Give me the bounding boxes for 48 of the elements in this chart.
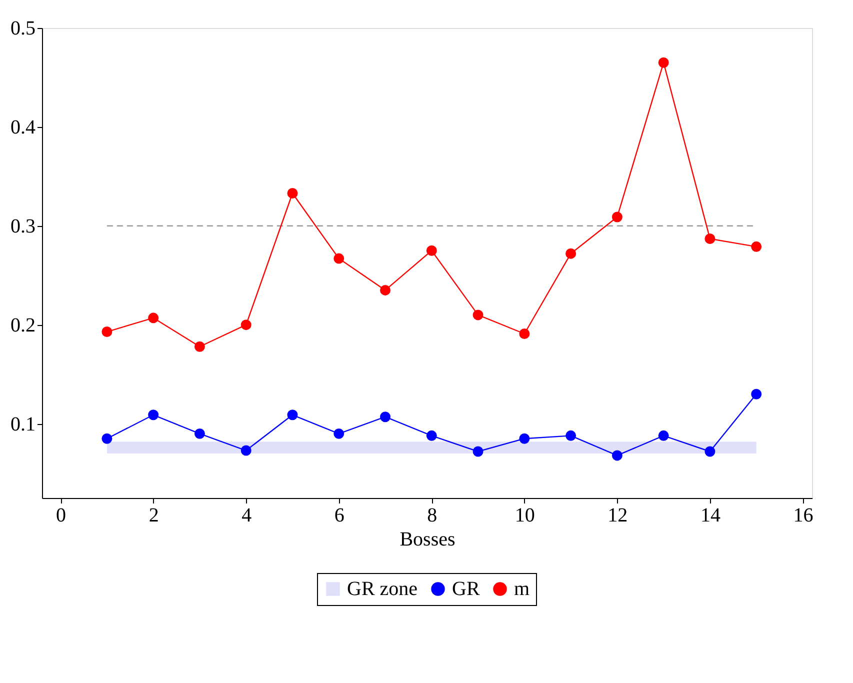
point	[751, 388, 762, 400]
x-tick-label: 8	[427, 504, 438, 526]
point	[102, 433, 112, 444]
point	[426, 430, 437, 441]
point	[566, 248, 576, 259]
point	[519, 328, 530, 339]
point	[519, 433, 530, 444]
x-axis-title: Bosses	[400, 528, 456, 550]
point	[566, 430, 576, 441]
point	[380, 412, 390, 422]
point	[658, 57, 669, 68]
point	[240, 320, 252, 330]
x-tick-label: 6	[334, 504, 344, 526]
point	[240, 445, 252, 456]
point	[287, 410, 298, 420]
point	[148, 410, 159, 420]
point	[612, 212, 622, 222]
point	[704, 446, 716, 457]
x-tick-label: 0	[56, 504, 66, 526]
point	[658, 430, 669, 441]
point	[334, 253, 344, 264]
y-tick-label: 0.1	[10, 413, 36, 436]
legend-label: m	[514, 578, 530, 600]
y-tick-label: 0.5	[10, 18, 36, 40]
point	[751, 241, 762, 252]
point	[472, 310, 484, 320]
point	[380, 284, 390, 296]
x-tick-label: 12	[608, 504, 628, 526]
x-tick-label: 10	[514, 504, 535, 526]
y-tick-label: 0.2	[10, 314, 36, 336]
point	[334, 428, 344, 439]
x-tick-label: 4	[242, 504, 252, 526]
point	[102, 326, 112, 337]
x-tick-label: 14	[700, 504, 720, 526]
legend-label: GR zone	[347, 578, 418, 600]
point	[194, 341, 205, 352]
point	[426, 245, 437, 256]
x-tick-label: 2	[148, 504, 159, 526]
legend-label: GR	[452, 578, 480, 600]
point	[472, 446, 484, 457]
x-tick-label: 16	[793, 504, 814, 526]
y-tick-label: 0.3	[10, 215, 36, 238]
point	[704, 234, 716, 244]
point	[194, 428, 205, 439]
point	[612, 450, 622, 461]
point	[287, 188, 298, 198]
point	[148, 312, 159, 324]
y-tick-label: 0.4	[10, 116, 36, 138]
